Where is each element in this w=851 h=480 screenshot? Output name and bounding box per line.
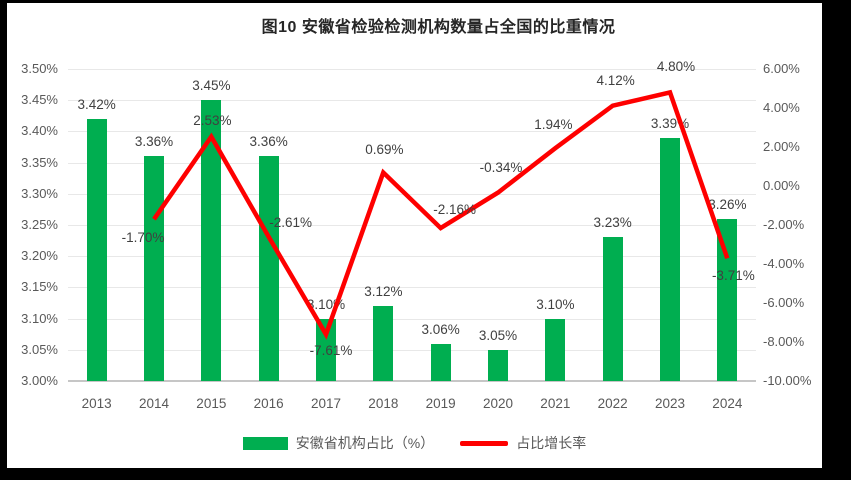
x-axis-label-2023: 2023: [654, 396, 686, 411]
bar-2021: [545, 318, 566, 381]
left-axis-tick: 3.20%: [21, 248, 58, 264]
bar-2013: [86, 118, 107, 381]
chart-legend: 安徽省机构占比（%） 占比增长率: [7, 433, 822, 453]
x-axis-label-2021: 2021: [540, 396, 571, 411]
x-axis-label-2022: 2022: [597, 396, 628, 411]
legend-label: 占比增长率: [516, 435, 587, 451]
frame-border-right: [822, 0, 851, 480]
frame-border-top: [0, 0, 851, 3]
x-axis-label-2024: 2024: [712, 396, 743, 411]
bar-2019: [430, 343, 451, 381]
line-label-2021: 1.94%: [534, 117, 573, 133]
bar-label-2015: 3.45%: [192, 78, 231, 94]
left-axis-tick: 3.00%: [21, 373, 58, 388]
x-axis-label-2016: 2016: [253, 396, 284, 411]
left-axis-tick: 3.05%: [21, 341, 58, 357]
bar-label-2019: 3.06%: [421, 321, 460, 337]
bar-label-2013: 3.42%: [77, 96, 116, 112]
bar-2015: [201, 100, 222, 381]
bar-2022: [602, 237, 623, 381]
left-axis-tick: 3.10%: [21, 310, 58, 326]
bar-swatch-icon: [242, 436, 288, 450]
x-axis-label-2020: 2020: [482, 396, 514, 411]
line-swatch-icon: [460, 440, 509, 446]
frame-border-left: [0, 0, 7, 480]
right-axis-tick: -10.00%: [763, 373, 812, 388]
line-label-2023: 4.80%: [656, 59, 696, 75]
bar-label-2017: 3.10%: [306, 296, 346, 312]
bar-2018: [373, 306, 394, 381]
right-axis-tick: 6.00%: [763, 61, 800, 76]
x-axis-label-2017: 2017: [310, 396, 342, 411]
left-axis-tick: 3.50%: [21, 61, 58, 76]
line-label-2020: -0.34%: [479, 159, 523, 175]
line-label-2022: 4.12%: [596, 72, 635, 88]
bar-label-2024: 3.26%: [708, 196, 747, 212]
legend-item-line-series: 占比增长率: [460, 433, 586, 453]
line-label-2014: -1.70%: [121, 230, 165, 246]
x-axis-label-2013: 2013: [81, 396, 112, 411]
line-label-2018: 0.69%: [365, 141, 404, 157]
frame-border-bottom: [0, 468, 851, 480]
right-axis-tick: 2.00%: [763, 139, 800, 154]
x-axis-line: [68, 380, 756, 382]
left-axis-tick: 3.25%: [21, 217, 58, 232]
bar-label-2022: 3.23%: [593, 215, 632, 231]
x-axis-label-2014: 2014: [138, 396, 170, 411]
gridline: [68, 100, 756, 102]
x-axis-label-2019: 2019: [425, 396, 456, 411]
line-label-2016: -2.61%: [269, 214, 313, 230]
bar-2014: [144, 156, 164, 381]
gridline: [68, 349, 756, 351]
bar-2016: [258, 156, 279, 381]
gridline: [68, 69, 756, 70]
legend-label: 安徽省机构占比（%）: [295, 435, 435, 451]
left-axis-tick: 3.45%: [21, 92, 58, 108]
bar-2020: [488, 349, 508, 381]
legend-item-bar-series: 安徽省机构占比（%）: [242, 433, 435, 453]
line-label-2019: -2.16%: [433, 202, 477, 218]
gridline: [68, 193, 756, 195]
bar-label-2014: 3.36%: [134, 134, 174, 150]
gridline: [68, 225, 756, 226]
right-axis-tick: -2.00%: [763, 217, 805, 232]
gridline: [68, 287, 756, 289]
bar-2023: [660, 137, 680, 381]
gridline: [68, 256, 756, 258]
left-axis-tick: 3.40%: [21, 123, 58, 139]
x-axis-label-2018: 2018: [368, 396, 399, 411]
right-axis-tick: 4.00%: [763, 100, 800, 115]
bar-label-2018: 3.12%: [364, 284, 403, 300]
line-label-2015: 2.53%: [193, 112, 232, 128]
bar-label-2016: 3.36%: [249, 134, 288, 150]
right-axis-tick: -6.00%: [763, 295, 805, 310]
left-axis-tick: 3.30%: [21, 185, 58, 201]
left-axis-tick: 3.15%: [21, 279, 58, 295]
gridline: [68, 162, 756, 164]
left-axis-tick: 3.35%: [21, 154, 58, 170]
right-axis-tick: -4.00%: [763, 256, 805, 271]
gridline: [68, 318, 756, 320]
bar-label-2020: 3.05%: [478, 327, 518, 343]
line-label-2024: -3.71%: [711, 268, 755, 284]
bar-label-2023: 3.39%: [650, 115, 690, 131]
right-axis-tick: 0.00%: [763, 178, 800, 193]
bar-2024: [717, 218, 738, 381]
line-label-2017: -7.61%: [309, 343, 353, 359]
x-axis-label-2015: 2015: [196, 396, 227, 411]
bar-label-2021: 3.10%: [536, 296, 575, 312]
chart-title: 图10 安徽省检验检测机构数量占全国的比重情况: [261, 19, 616, 36]
right-axis-tick: -8.00%: [763, 334, 805, 349]
